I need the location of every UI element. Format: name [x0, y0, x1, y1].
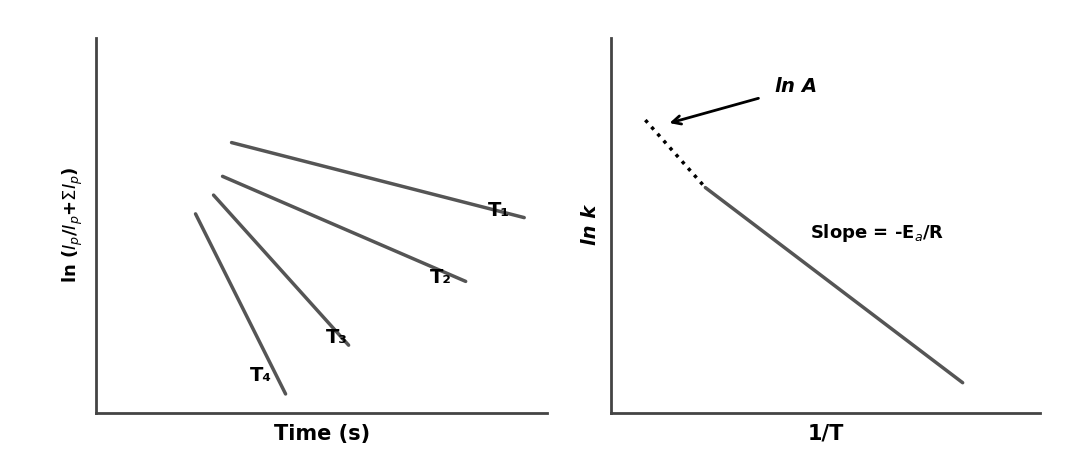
- Text: T₄: T₄: [250, 366, 271, 385]
- X-axis label: Time (s): Time (s): [273, 424, 370, 444]
- Text: Slope = -E$_a$/R: Slope = -E$_a$/R: [809, 222, 944, 243]
- Text: ln $\bfit{A}$: ln $\bfit{A}$: [774, 77, 817, 96]
- Y-axis label: ln ($\it{I_p}$/$\it{I_p}$+$\Sigma$$\it{I_p}$): ln ($\it{I_p}$/$\it{I_p}$+$\Sigma$$\it{I…: [61, 167, 86, 283]
- Text: T₂: T₂: [430, 268, 451, 287]
- Y-axis label: ln k: ln k: [581, 205, 600, 245]
- Text: T₁: T₁: [488, 201, 510, 219]
- Text: T₃: T₃: [326, 328, 347, 347]
- X-axis label: 1/T: 1/T: [807, 424, 844, 444]
